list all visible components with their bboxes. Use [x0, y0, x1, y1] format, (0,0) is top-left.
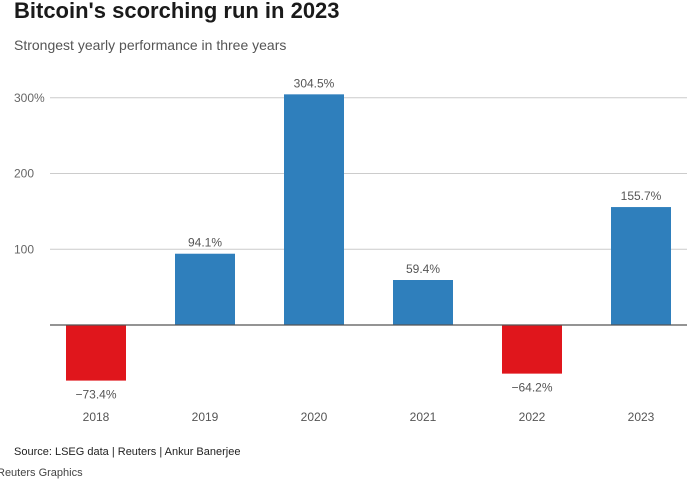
data-label: 304.5% — [294, 76, 335, 90]
chart-title: Bitcoin's scorching run in 2023 — [14, 0, 340, 23]
data-label: 59.4% — [406, 262, 440, 276]
bar — [284, 94, 344, 325]
data-label: −64.2% — [511, 381, 552, 395]
bar — [175, 253, 235, 325]
x-tick-label: 2022 — [519, 410, 546, 424]
data-label: 155.7% — [621, 189, 662, 203]
bar — [66, 325, 126, 381]
x-tick-label: 2023 — [628, 410, 655, 424]
y-tick-label: 100 — [14, 242, 34, 256]
source-note: Source: LSEG data | Reuters | Ankur Bane… — [14, 446, 241, 458]
data-label: −73.4% — [75, 388, 116, 402]
y-tick-label: 300% — [14, 91, 45, 105]
data-label: 94.1% — [188, 236, 222, 250]
credit-note: Reuters Graphics — [0, 467, 83, 479]
bar — [393, 280, 453, 325]
x-tick-label: 2021 — [410, 410, 437, 424]
x-tick-label: 2019 — [192, 410, 219, 424]
chart-subtitle: Strongest yearly performance in three ye… — [14, 37, 287, 53]
y-tick-label: 200 — [14, 167, 34, 181]
bar — [502, 325, 562, 374]
x-tick-label: 2018 — [83, 410, 110, 424]
bar — [611, 207, 671, 325]
x-tick-label: 2020 — [301, 410, 328, 424]
bar-chart: 100 200 300% −73.4% 2018 94.1% 2019 304.5% 2020 5… — [14, 76, 687, 424]
